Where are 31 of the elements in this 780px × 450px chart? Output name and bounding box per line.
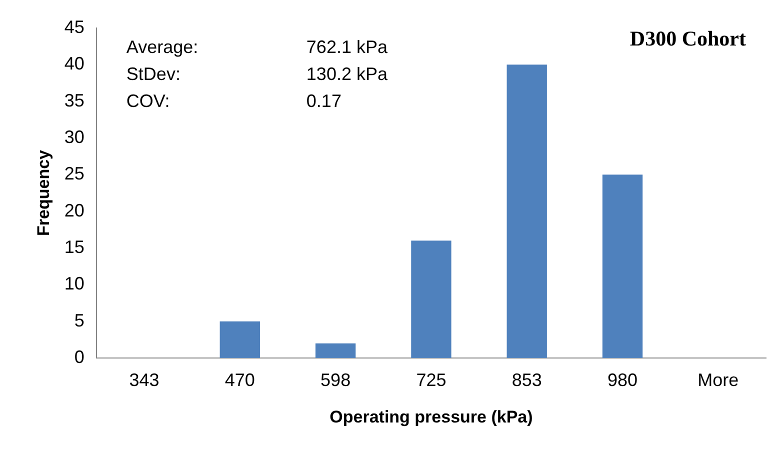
- annotation: 0.17: [306, 90, 342, 111]
- bar: [315, 343, 356, 358]
- annotation: 130.2 kPa: [306, 64, 388, 84]
- y-tick-label: 10: [64, 274, 84, 294]
- annotation: Average:: [126, 36, 198, 57]
- x-axis-title: Operating pressure (kPa): [330, 407, 533, 426]
- bar: [220, 321, 260, 358]
- annotation: StDev:: [126, 64, 180, 84]
- y-tick-label: 35: [64, 90, 84, 110]
- y-tick-label: 30: [64, 126, 84, 147]
- y-tick-label: 45: [64, 16, 84, 37]
- y-axis-title: Frequency: [34, 149, 53, 236]
- y-tick-label: 25: [64, 164, 84, 184]
- x-tick-label: 725: [416, 370, 446, 390]
- y-tick-label: 40: [64, 54, 84, 74]
- y-tick-label: 5: [74, 310, 84, 330]
- x-tick-label: 343: [129, 370, 160, 390]
- chart-title: D300 Cohort: [630, 26, 746, 50]
- bar: [602, 174, 643, 358]
- x-tick-label: 980: [607, 370, 638, 390]
- bar: [411, 240, 452, 358]
- annotation: COV:: [126, 90, 170, 111]
- annotation: 762.1 kPa: [306, 36, 388, 57]
- y-tick-label: 0: [74, 346, 84, 367]
- x-tick-label: More: [698, 370, 739, 390]
- x-tick-label: 598: [320, 370, 351, 390]
- x-tick-label: 853: [512, 370, 542, 390]
- x-tick-label: 470: [224, 370, 255, 390]
- y-tick-label: 15: [64, 236, 84, 257]
- bar: [506, 64, 547, 358]
- y-tick-label: 20: [64, 200, 84, 220]
